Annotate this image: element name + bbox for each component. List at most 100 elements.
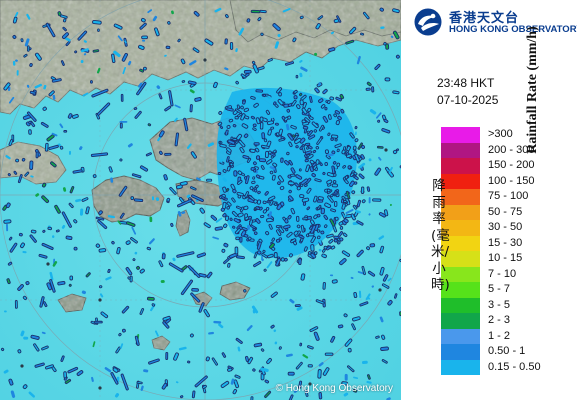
rain-echo-cell — [14, 300, 18, 309]
legend-swatch — [441, 251, 480, 267]
rain-echo-cell — [313, 251, 318, 256]
rain-echo-cell — [275, 229, 282, 236]
rain-echo-cell — [130, 237, 138, 244]
rain-band-main — [216, 87, 357, 259]
rain-echo-cell — [344, 338, 353, 347]
rain-echo-cell — [225, 14, 229, 19]
rain-echo-cell — [249, 148, 256, 153]
rain-echo-cell — [390, 35, 394, 39]
rain-echo-cell — [110, 177, 114, 183]
rain-echo-cell — [22, 295, 28, 301]
rain-echo-cell — [277, 175, 284, 183]
rain-echo-cell — [360, 186, 365, 194]
rain-echo-cell — [294, 137, 302, 145]
rain-echo-cell — [255, 147, 260, 153]
rain-echo-cell — [111, 240, 115, 245]
rain-echo-cell — [289, 298, 295, 304]
rain-echo-cell — [219, 158, 224, 163]
rain-echo-cell — [346, 145, 351, 152]
rain-echo-cell — [350, 276, 354, 279]
legend-label: 50 - 75 — [488, 205, 523, 218]
rain-echo-cell — [222, 177, 227, 182]
rain-echo-cell — [358, 162, 366, 169]
rain-echo-cell — [90, 80, 93, 84]
rain-echo-cell — [305, 164, 310, 173]
rain-echo-cell — [139, 165, 149, 172]
rain-echo-cell — [203, 309, 210, 318]
legend-swatch — [441, 282, 480, 298]
rain-echo-cell — [248, 195, 255, 201]
rain-echo-cell — [168, 90, 174, 107]
rain-echo-cell — [91, 88, 109, 98]
rain-echo-cell — [296, 186, 301, 191]
rain-echo-cell — [322, 281, 326, 290]
rain-echo-cell — [69, 186, 75, 194]
rain-echo-cell — [143, 369, 149, 373]
rain-echo-cell — [260, 144, 270, 149]
rain-echo-cell — [288, 394, 294, 400]
rain-echo-cell — [275, 257, 281, 267]
rain-echo-cell — [259, 9, 267, 14]
rain-echo-cell — [179, 395, 184, 399]
rain-echo-cell — [232, 388, 238, 395]
rain-echo-cell — [4, 310, 7, 313]
rain-echo-cell — [383, 118, 389, 124]
rain-echo-cell — [343, 392, 349, 397]
hko-emblem-icon — [414, 8, 442, 36]
rain-echo-cell — [229, 41, 234, 50]
rain-echo-cell — [206, 271, 213, 279]
rain-echo-cell — [259, 122, 264, 130]
rain-echo-cell — [345, 39, 355, 45]
rain-echo-cell — [112, 367, 119, 373]
rain-echo-cell — [324, 162, 328, 166]
rain-echo-cell — [317, 204, 322, 210]
rain-echo-cell — [379, 245, 385, 254]
rain-echo-cell — [28, 391, 35, 398]
rain-echo-cell — [35, 193, 40, 197]
rain-echo-cell — [296, 104, 301, 110]
rain-echo-cell — [121, 305, 130, 314]
rain-echo-cell — [307, 364, 313, 368]
rain-echo-cell — [358, 173, 365, 180]
rain-echo-cell — [98, 248, 107, 253]
legend-label: >300 — [488, 128, 513, 140]
rain-echo-cell — [320, 207, 325, 215]
rain-echo-cell — [225, 188, 230, 192]
grid-tick — [46, 262, 50, 266]
rain-echo-cell — [307, 345, 314, 350]
rain-echo-cell — [291, 99, 297, 107]
rain-echo-cell — [177, 38, 181, 43]
rain-echo-cell — [173, 352, 179, 361]
rain-echo-cell — [295, 74, 299, 79]
rain-echo-cell — [186, 194, 191, 198]
rain-echo-cell — [396, 148, 399, 152]
radar-map[interactable]: © Hong Kong Observatory — [0, 0, 401, 400]
rain-echo-cell — [331, 183, 338, 188]
rain-echo-cell — [60, 60, 65, 66]
rain-echo-cell — [334, 200, 338, 207]
rain-echo-cell — [353, 150, 357, 154]
rain-echo-cell — [266, 200, 270, 204]
rain-echo-cell — [189, 186, 197, 191]
rain-echo-cell — [283, 257, 288, 262]
hko-logo[interactable]: 香港天文台 HONG KONG OBSERVATORY — [413, 7, 577, 37]
rain-echo-cell — [255, 206, 261, 210]
rain-echo-cell — [325, 245, 332, 251]
rain-echo-cell — [259, 116, 264, 122]
rain-echo-cell — [271, 237, 276, 242]
rain-echo-cell — [344, 175, 349, 180]
rain-echo-cell — [287, 133, 294, 141]
rain-echo-cell — [98, 285, 103, 289]
rain-echo-cell — [242, 154, 250, 160]
rain-echo-cell — [231, 210, 238, 217]
rain-echo-cell — [318, 362, 324, 367]
rain-echo-cell — [205, 356, 210, 362]
rain-echo-cell — [367, 270, 376, 277]
rain-echo-cell — [366, 246, 371, 251]
rain-echo-cell — [30, 175, 34, 178]
rain-echo-cell — [356, 55, 361, 65]
rain-echo-cell — [382, 274, 389, 282]
rain-echo-cell — [190, 292, 201, 303]
rain-echo-cell — [163, 174, 168, 181]
